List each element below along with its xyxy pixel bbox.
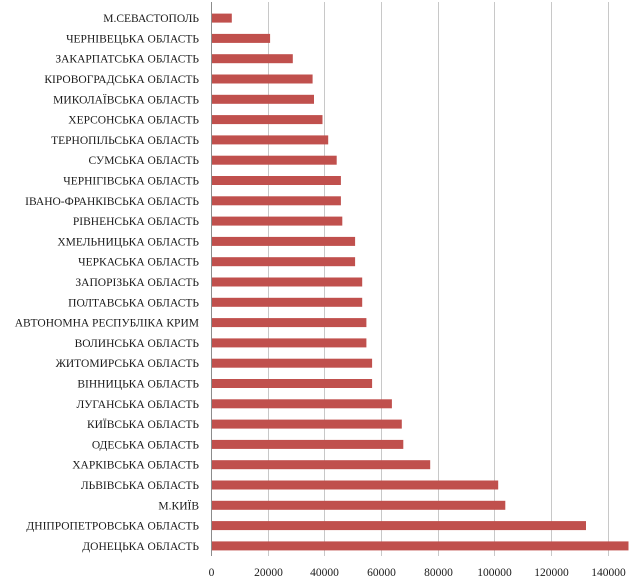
x-tick-label: 140000 <box>591 567 626 579</box>
bar <box>212 155 337 165</box>
category-label: ЛУГАНСЬКА ОБЛАСТЬ <box>76 399 199 411</box>
bar <box>212 399 392 409</box>
category-label: М.СЕВАСТОПОЛЬ <box>103 13 199 25</box>
category-label: ТЕРНОПІЛЬСЬКА ОБЛАСТЬ <box>51 135 199 147</box>
bar <box>212 439 404 449</box>
category-label: КИЇВСЬКА ОБЛАСТЬ <box>87 417 199 431</box>
bar <box>212 216 343 226</box>
bar <box>212 480 499 490</box>
x-tick-label: 0 <box>209 567 215 579</box>
category-label-layer: М.СЕВАСТОПОЛЬ ЧЕРНІВЕЦЬКА ОБЛАСТЬ ЗАКАРПАТ… <box>15 13 200 553</box>
bar <box>212 74 313 84</box>
bar <box>212 176 341 185</box>
category-label: ЛЬВІВСЬКА ОБЛАСТЬ <box>81 480 200 492</box>
category-label: ЖИТОМИРСЬКА ОБЛАСТЬ <box>56 358 200 370</box>
category-label: ЗАПОРІЗЬКА ОБЛАСТЬ <box>75 277 199 289</box>
category-label: ІВАНО-ФРАНКІВСЬКА ОБЛАСТЬ <box>25 196 199 208</box>
bar <box>212 115 323 125</box>
bar <box>212 196 341 206</box>
bar <box>212 135 329 145</box>
category-label: ЧЕРНІВЕЦЬКА ОБЛАСТЬ <box>66 33 199 45</box>
category-label: СУМСЬКА ОБЛАСТЬ <box>89 155 200 167</box>
bar <box>212 277 363 287</box>
bar <box>212 358 373 368</box>
category-label: ДНІПРОПЕТРОВСЬКА ОБЛАСТЬ <box>26 521 199 533</box>
grid-layer <box>211 2 609 556</box>
category-label: РІВНЕНСЬКА ОБЛАСТЬ <box>73 216 200 228</box>
category-label: КІРОВОГРАДСЬКА ОБЛАСТЬ <box>44 74 199 86</box>
bar <box>212 257 356 267</box>
category-label: ДОНЕЦЬКА ОБЛАСТЬ <box>82 541 199 553</box>
bar <box>212 33 271 43</box>
category-label: ВОЛИНСЬКА ОБЛАСТЬ <box>75 338 200 350</box>
bar-layer <box>212 13 629 551</box>
x-tick-label: 20000 <box>254 567 283 579</box>
bar <box>212 338 367 348</box>
category-label: ХЕРСОНСЬКА ОБЛАСТЬ <box>68 115 199 127</box>
x-tick-label: 60000 <box>367 567 396 579</box>
x-tick-label: 100000 <box>477 567 512 579</box>
x-tick-layer: 0 20000 40000 60000 80000 100000 120000 140000 <box>209 567 626 579</box>
bar <box>212 521 586 531</box>
bar <box>212 419 402 429</box>
bar <box>212 236 356 246</box>
category-label: ОДЕСЬКА ОБЛАСТЬ <box>92 439 200 451</box>
bar <box>212 318 367 328</box>
category-label: МИКОЛАЇВСЬКА ОБЛАСТЬ <box>53 92 199 106</box>
category-label: ВІННИЦЬКА ОБЛАСТЬ <box>77 379 199 391</box>
x-tick-label: 80000 <box>424 567 453 579</box>
category-label: ХМЕЛЬНИЦЬКА ОБЛАСТЬ <box>57 236 199 248</box>
bar <box>212 500 506 510</box>
category-label: АВТОНОМНА РЕСПУБЛІКА КРИМ <box>15 318 199 330</box>
category-label: ПОЛТАВСЬКА ОБЛАСТЬ <box>68 297 199 309</box>
category-label: ЧЕРНІГІВСЬКА ОБЛАСТЬ <box>63 176 199 188</box>
bar <box>212 54 293 64</box>
category-label: ЗАКАРПАТСЬКА ОБЛАСТЬ <box>55 54 199 66</box>
category-label: М.КИЇВ <box>158 498 199 512</box>
x-tick-label: 120000 <box>534 567 569 579</box>
bar <box>212 297 363 307</box>
bar <box>212 460 431 470</box>
bar <box>212 379 373 388</box>
bar <box>212 541 629 551</box>
category-label: ЧЕРКАСЬКА ОБЛАСТЬ <box>78 257 199 269</box>
bar <box>212 94 314 104</box>
bar <box>212 13 232 23</box>
category-label: ХАРКІВСЬКА ОБЛАСТЬ <box>72 460 199 472</box>
x-tick-label: 40000 <box>310 567 339 579</box>
